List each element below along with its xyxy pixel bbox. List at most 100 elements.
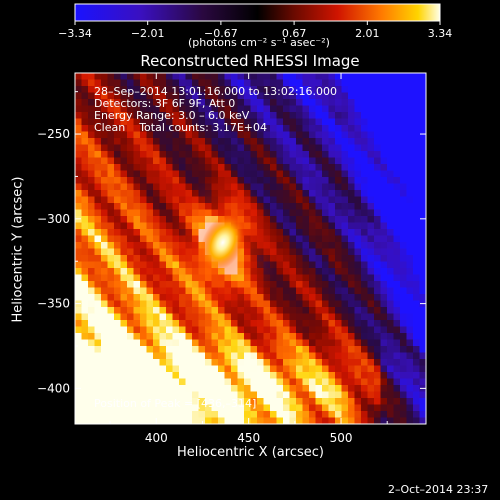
heatmap-cell bbox=[296, 170, 304, 178]
heatmap-cell bbox=[387, 372, 395, 380]
heatmap-cell bbox=[263, 79, 271, 87]
heatmap-cell bbox=[276, 333, 284, 341]
heatmap-cell bbox=[263, 313, 271, 321]
heatmap-cell bbox=[406, 105, 414, 113]
heatmap-cell bbox=[81, 268, 89, 276]
heatmap-cell bbox=[107, 164, 115, 172]
heatmap-cell bbox=[328, 177, 336, 185]
heatmap-cell bbox=[146, 203, 154, 211]
heatmap-cell bbox=[302, 274, 310, 282]
heatmap-cell bbox=[387, 365, 395, 373]
heatmap-cell bbox=[413, 313, 421, 321]
heatmap-cell bbox=[133, 170, 141, 178]
heatmap-cell bbox=[374, 229, 382, 237]
heatmap-cell bbox=[374, 404, 382, 412]
heatmap-cell bbox=[101, 203, 109, 211]
heatmap-cell bbox=[237, 138, 245, 146]
heatmap-cell bbox=[380, 313, 388, 321]
heatmap-cell bbox=[81, 398, 89, 406]
heatmap-cell bbox=[263, 118, 271, 126]
heatmap-cell bbox=[341, 183, 349, 191]
heatmap-cell bbox=[296, 216, 304, 224]
heatmap-cell bbox=[101, 372, 109, 380]
heatmap-cell bbox=[393, 92, 401, 100]
heatmap-cell bbox=[341, 248, 349, 256]
heatmap-cell bbox=[237, 359, 245, 367]
heatmap-cell bbox=[328, 385, 336, 393]
heatmap-cell bbox=[289, 359, 297, 367]
heatmap-cell bbox=[101, 216, 109, 224]
heatmap-cell bbox=[166, 86, 174, 94]
heatmap-cell bbox=[159, 92, 167, 100]
heatmap-cell bbox=[380, 411, 388, 419]
heatmap-cell bbox=[127, 385, 135, 393]
heatmap-cell bbox=[315, 404, 323, 412]
heatmap-cell bbox=[354, 131, 362, 139]
heatmap-cell bbox=[270, 190, 278, 198]
heatmap-cell bbox=[81, 138, 89, 146]
heatmap-cell bbox=[406, 164, 414, 172]
heatmap-cell bbox=[81, 112, 89, 120]
heatmap-cell bbox=[322, 86, 330, 94]
heatmap-cell bbox=[75, 261, 83, 269]
heatmap-cell bbox=[153, 79, 161, 87]
heatmap-cell bbox=[198, 112, 206, 120]
heatmap-cell bbox=[263, 326, 271, 334]
heatmap-cell bbox=[120, 398, 128, 406]
heatmap-cell bbox=[322, 326, 330, 334]
heatmap-cell bbox=[413, 326, 421, 334]
heatmap-cell bbox=[263, 307, 271, 315]
heatmap-cell bbox=[211, 378, 219, 386]
heatmap-cell bbox=[237, 365, 245, 373]
heatmap-cell bbox=[94, 170, 102, 178]
heatmap-cell bbox=[231, 170, 239, 178]
heatmap-cell bbox=[387, 359, 395, 367]
heatmap-cell bbox=[120, 92, 128, 100]
heatmap-cell bbox=[289, 190, 297, 198]
heatmap-cell bbox=[146, 105, 154, 113]
heatmap-cell bbox=[289, 73, 297, 81]
heatmap-cell bbox=[393, 281, 401, 289]
heatmap-cell bbox=[140, 261, 148, 269]
heatmap-cell bbox=[328, 92, 336, 100]
heatmap-cell bbox=[140, 209, 148, 217]
heatmap-cell bbox=[224, 99, 232, 107]
heatmap-cell bbox=[296, 177, 304, 185]
heatmap-cell bbox=[374, 320, 382, 328]
heatmap-cell bbox=[263, 177, 271, 185]
heatmap-cell bbox=[88, 320, 96, 328]
heatmap-cell bbox=[205, 118, 213, 126]
heatmap-cell bbox=[348, 385, 356, 393]
heatmap-cell bbox=[75, 268, 83, 276]
heatmap-cell bbox=[257, 144, 265, 152]
heatmap-cell bbox=[172, 378, 180, 386]
heatmap-cell bbox=[237, 170, 245, 178]
heatmap-cell bbox=[302, 346, 310, 354]
heatmap-cell bbox=[341, 229, 349, 237]
heatmap-cell bbox=[120, 131, 128, 139]
heatmap-cell bbox=[237, 151, 245, 159]
heatmap-cell bbox=[172, 105, 180, 113]
y-tick-label: −300 bbox=[37, 212, 70, 226]
heatmap-cell bbox=[400, 281, 408, 289]
heatmap-cell bbox=[263, 157, 271, 165]
heatmap-cell bbox=[88, 411, 96, 419]
heatmap-cell bbox=[114, 118, 122, 126]
heatmap-cell bbox=[133, 99, 141, 107]
heatmap-cell bbox=[159, 398, 167, 406]
heatmap-cell bbox=[393, 183, 401, 191]
heatmap-cell bbox=[140, 411, 148, 419]
heatmap-cell bbox=[335, 79, 343, 87]
heatmap-cell bbox=[387, 255, 395, 263]
heatmap-cell bbox=[302, 281, 310, 289]
heatmap-cell bbox=[354, 222, 362, 230]
heatmap-cell bbox=[263, 398, 271, 406]
heatmap-cell bbox=[88, 99, 96, 107]
heatmap-cell bbox=[218, 138, 226, 146]
heatmap-cell bbox=[380, 170, 388, 178]
heatmap-cell bbox=[380, 359, 388, 367]
heatmap-cell bbox=[348, 287, 356, 295]
heatmap-cell bbox=[244, 333, 252, 341]
heatmap-cell bbox=[283, 326, 291, 334]
heatmap-cell bbox=[374, 138, 382, 146]
